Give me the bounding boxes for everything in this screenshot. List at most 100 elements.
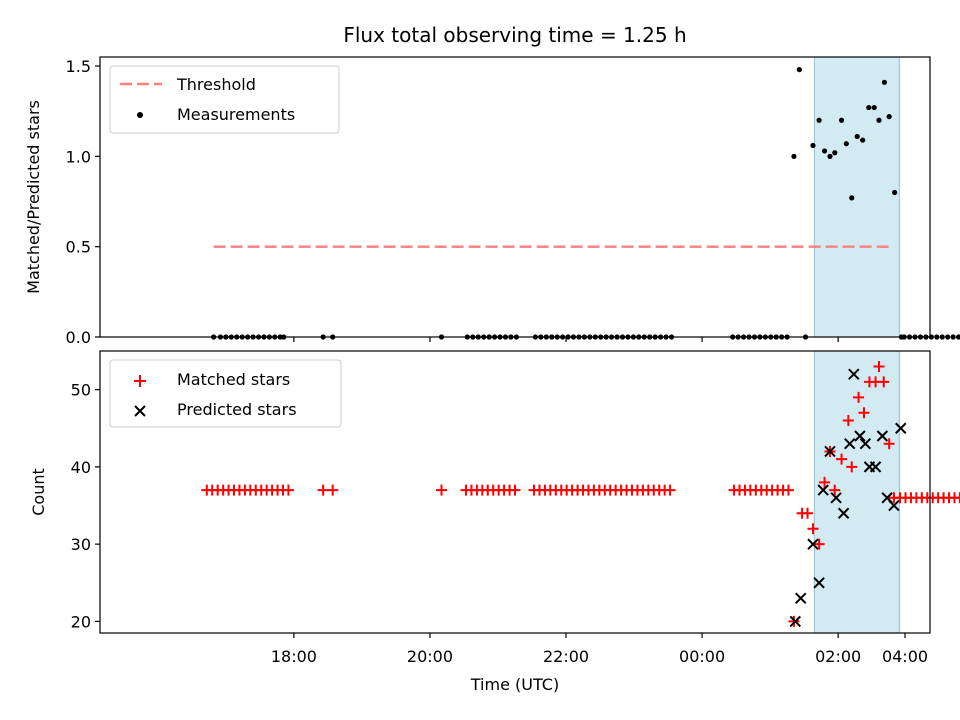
legend-predicted-swatch [134, 405, 146, 417]
predicted-star-point [859, 438, 872, 450]
predicted-star-point [888, 499, 900, 512]
matched-star-point [664, 484, 676, 496]
matched-star-point [878, 376, 890, 388]
matched-star-point [782, 484, 794, 496]
measurement-point [791, 153, 797, 159]
measurement-point [876, 117, 882, 123]
chart-title: Flux total observing time = 1.25 h [343, 23, 686, 47]
bottom-shaded-region [813, 350, 900, 634]
bottom-y-tick-label: 40 [71, 458, 91, 477]
measurement-point [892, 189, 898, 196]
matched-star-point [436, 484, 448, 496]
matched-star-point [509, 484, 521, 496]
predicted-star-point [807, 538, 819, 550]
measurement-point [860, 137, 866, 143]
measurement-point [955, 334, 960, 340]
measurement-point [945, 334, 951, 340]
matched-star-point [836, 453, 848, 465]
predicted-star-point [869, 461, 882, 473]
matched-star-point [829, 484, 841, 496]
predicted-star-point [817, 484, 829, 496]
matched-star-point [819, 476, 831, 488]
top-shaded-region [813, 56, 900, 338]
measurement-point [849, 195, 855, 201]
legend-measurements-label: Measurements [177, 105, 295, 124]
legend-threshold-label: Threshold [176, 75, 256, 94]
matched-star-point [813, 538, 825, 550]
top-legend-box [109, 65, 340, 134]
measurement-point [810, 142, 816, 149]
predicted-star-point [876, 430, 889, 442]
predicted-star-point [854, 430, 866, 442]
predicted-star-point [795, 592, 807, 604]
measurement-point [871, 104, 877, 111]
matched-star-point [282, 484, 294, 496]
x-tick-label: 18:00 [271, 647, 317, 666]
predicted-star-point [848, 368, 860, 380]
measurement-point [796, 67, 802, 73]
matched-star-point [842, 415, 854, 427]
top-panel: 0.0 0.5 1.0 1.5 Matched/Predicted stars Thr… [24, 56, 960, 347]
top-axes-frame [99, 56, 931, 338]
measurement-point [886, 114, 892, 120]
predicted-star-point [830, 492, 842, 504]
predicted-star-point [844, 438, 856, 450]
legend-matched-label: Matched stars [177, 370, 290, 389]
bottom-legend: Matched stars Predicted stars [109, 359, 342, 428]
top-y-tick-label: 1.0 [66, 147, 91, 166]
top-x-ticks [293, 337, 839, 342]
bottom-y-axis-label: Count [29, 468, 48, 516]
measurement-point [843, 141, 849, 147]
top-y-tick-label: 0.0 [66, 328, 91, 347]
bottom-y-ticks: 20 30 40 50 [71, 381, 100, 631]
measurement-point [881, 79, 888, 85]
legend-measurements-swatch [137, 112, 143, 118]
matched-star-point [853, 391, 865, 403]
bottom-matched-stars [201, 360, 960, 627]
bottom-legend-box [109, 359, 342, 428]
measurement-point [950, 334, 956, 340]
top-legend: Threshold Measurements [109, 65, 340, 134]
measurement-point [832, 150, 838, 156]
measurement-point [816, 117, 822, 123]
matched-star-point [327, 484, 339, 496]
matched-star-point [317, 484, 329, 496]
bottom-y-tick-label: 20 [71, 612, 91, 631]
bottom-y-tick-label: 50 [71, 381, 91, 400]
legend-matched-swatch [134, 375, 146, 387]
top-y-tick-label: 1.5 [66, 57, 91, 76]
predicted-star-point [895, 422, 907, 434]
predicted-star-point [837, 507, 850, 519]
legend-predicted-label: Predicted stars [177, 400, 297, 419]
x-tick-label: 02:00 [815, 647, 861, 666]
predicted-star-point [813, 577, 825, 589]
predicted-star-point [824, 445, 836, 458]
bottom-y-tick-label: 30 [71, 535, 91, 554]
measurement-point [939, 334, 945, 340]
top-y-tick-label: 0.5 [66, 238, 91, 257]
matched-star-point [846, 461, 858, 473]
measurement-point [821, 148, 828, 154]
top-y-ticks: 0.0 0.5 1.0 1.5 [66, 57, 100, 347]
measurement-point [934, 334, 940, 340]
x-tick-label: 22:00 [543, 647, 589, 666]
matched-star-point [873, 360, 885, 372]
measurement-point [866, 104, 872, 111]
matched-star-point [807, 523, 819, 535]
matched-star-point [802, 507, 814, 519]
bottom-predicted-stars [789, 368, 907, 628]
x-tick-label: 04:00 [882, 647, 928, 666]
top-y-axis-label: Matched/Predicted stars [24, 100, 43, 294]
bottom-axes-frame [99, 350, 931, 634]
bottom-x-ticks: 18:00 20:00 22:00 00:00 02:00 04:00 [271, 633, 928, 666]
matched-star-point [883, 438, 895, 450]
measurement-point [827, 153, 833, 159]
predicted-star-point [789, 615, 802, 628]
x-tick-label: 20:00 [407, 647, 453, 666]
measurement-point [854, 133, 860, 140]
x-axis-label: Time (UTC) [470, 675, 559, 694]
x-tick-label: 00:00 [679, 647, 725, 666]
measurement-point [838, 117, 845, 123]
